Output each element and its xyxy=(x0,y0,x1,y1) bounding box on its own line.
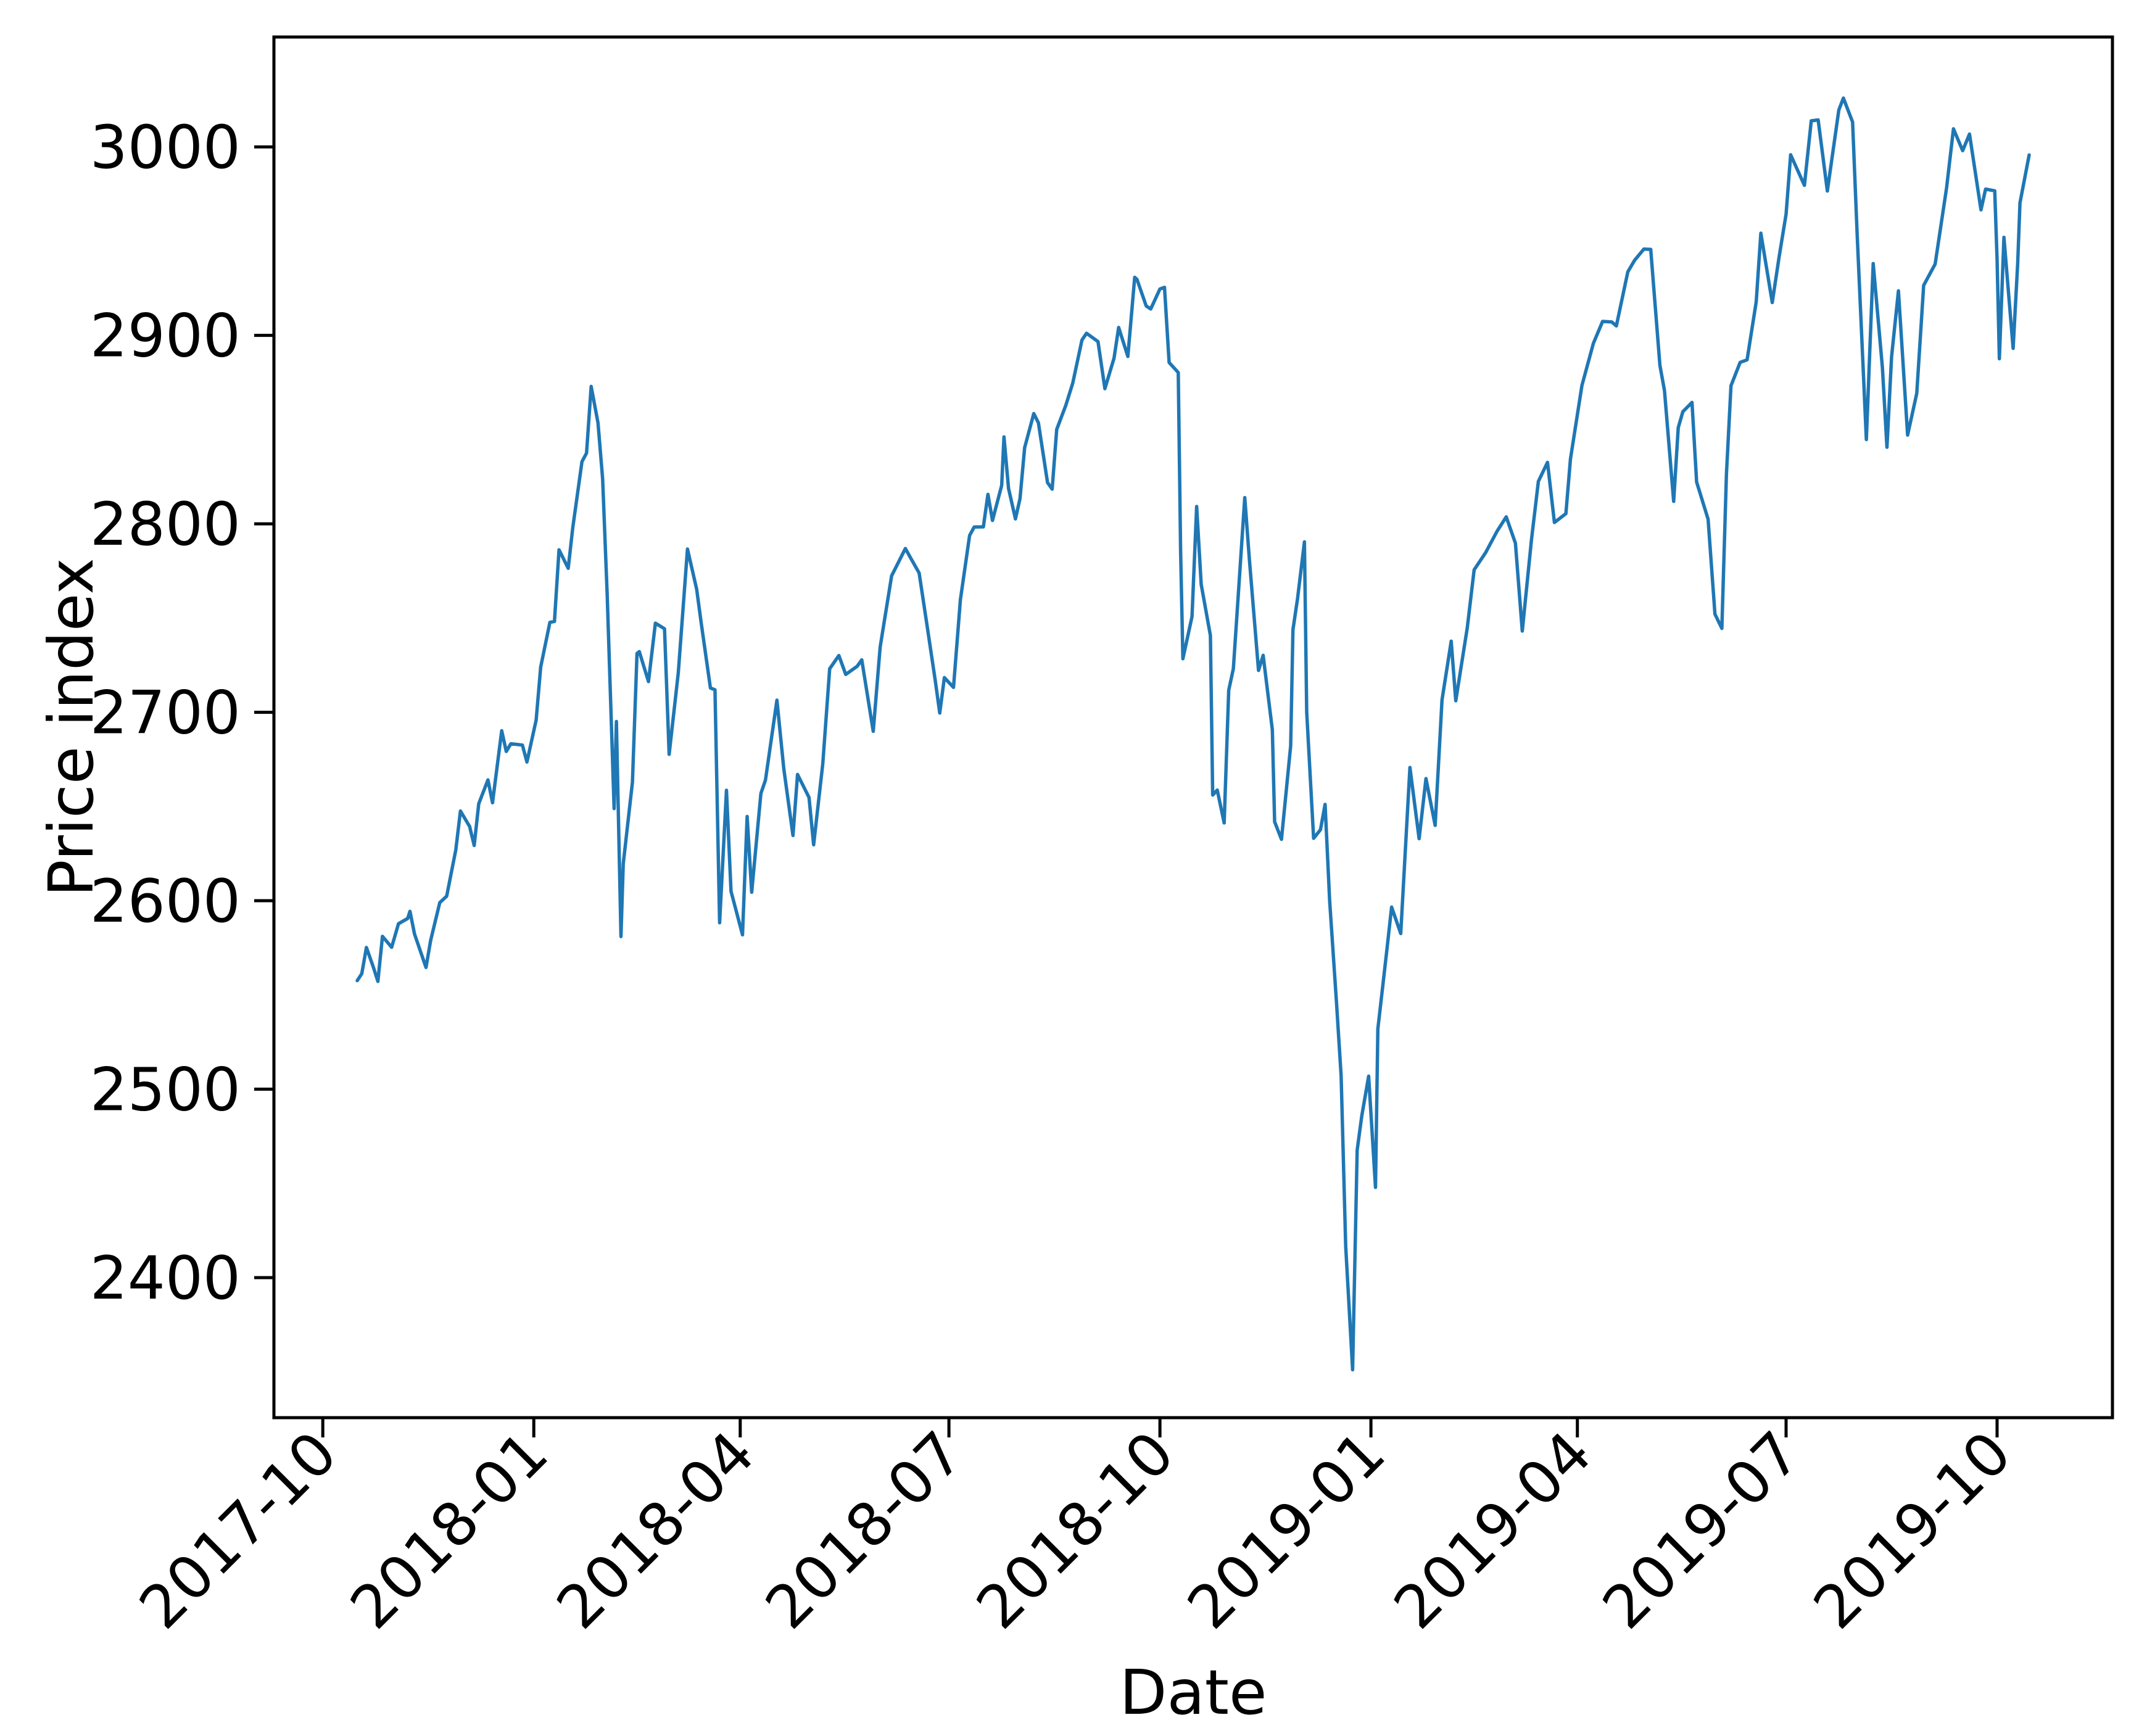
x-tick-label: 2018-10 xyxy=(964,1418,1188,1642)
x-tick-label: 2017-10 xyxy=(126,1418,350,1642)
x-tick-label: 2018-07 xyxy=(753,1418,977,1642)
x-tick-label: 2018-01 xyxy=(337,1418,561,1642)
price-line xyxy=(355,96,2031,1372)
y-axis-label: Price index xyxy=(35,558,107,896)
y-tick-label: 3000 xyxy=(90,113,241,182)
x-tick-label: 2019-01 xyxy=(1175,1418,1399,1642)
y-tick-label: 2700 xyxy=(90,679,241,748)
y-tick-label: 2800 xyxy=(90,490,241,559)
x-tick-label: 2018-04 xyxy=(544,1418,767,1642)
plot-border xyxy=(272,35,2114,1420)
x-tick-label: 2019-10 xyxy=(1800,1418,2024,1642)
plot-area: 24002500260027002800290030002017-102018-… xyxy=(90,35,2114,1642)
y-tick-label: 2400 xyxy=(90,1244,241,1313)
y-tick-label: 2500 xyxy=(90,1056,241,1125)
y-tick-label: 2900 xyxy=(90,302,241,371)
x-tick-label: 2019-07 xyxy=(1589,1418,1813,1642)
y-tick-label: 2600 xyxy=(90,867,241,936)
x-axis-label: Date xyxy=(1119,1656,1267,1729)
x-tick-label: 2019-04 xyxy=(1381,1418,1605,1642)
